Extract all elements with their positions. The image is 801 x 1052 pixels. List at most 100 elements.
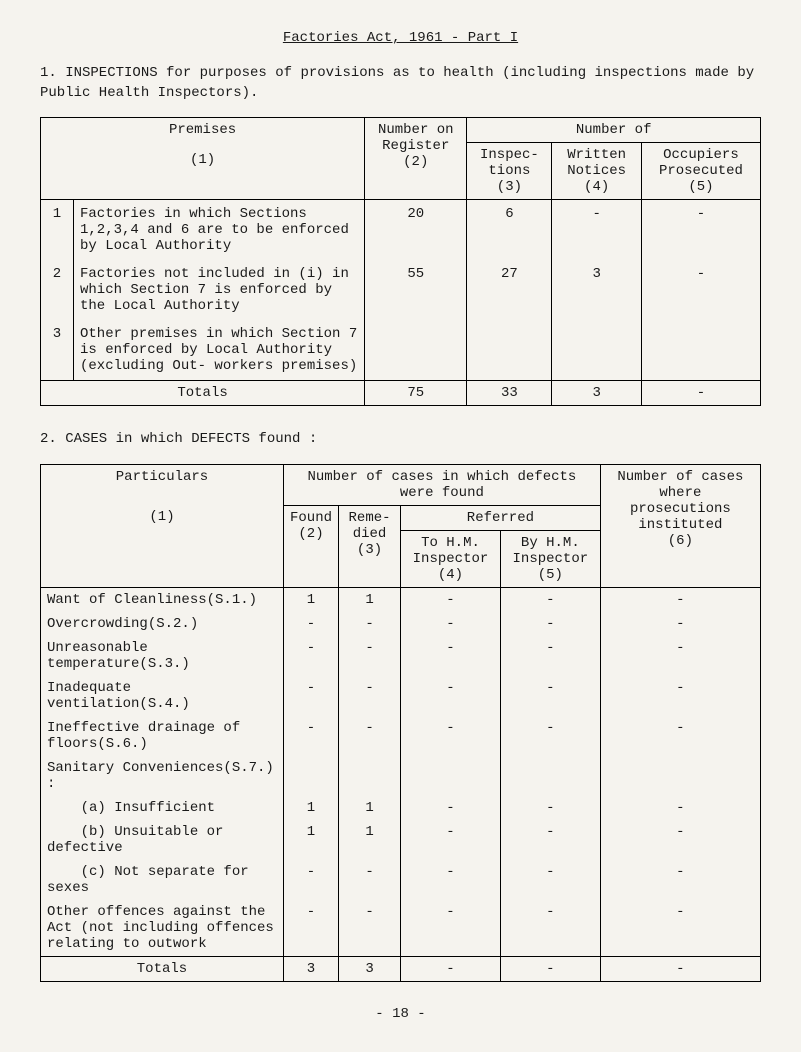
table-cell: - [600, 716, 760, 756]
table-cell: 1 [339, 587, 401, 612]
table-cell: - [401, 820, 501, 860]
totals2-c2: 3 [284, 956, 339, 981]
col-premises: Premises [47, 122, 358, 138]
table-row-label: Other premises in which Section 7 is enf… [74, 320, 365, 381]
col-to-hm: To H.M. Inspector [407, 535, 494, 567]
table-cell [284, 756, 339, 796]
table-cell: 1 [284, 796, 339, 820]
col-particulars: Particulars [47, 469, 277, 485]
col-referred: Referred [401, 505, 601, 530]
col-remedied-sub: (3) [345, 542, 394, 558]
table-row-label: Factories not included in (i) in which S… [74, 260, 365, 320]
inspections-table: Premises (1) Number on Register (2) Numb… [40, 117, 761, 406]
table-row-num: 1 [41, 200, 74, 261]
table-cell: - [339, 636, 401, 676]
table-cell: - [600, 612, 760, 636]
col-written-sub: (4) [558, 179, 634, 195]
table-cell: - [641, 200, 760, 261]
table-cell [600, 756, 760, 796]
totals2-c5: - [500, 956, 600, 981]
col-prosecutions-sub: (6) [607, 533, 754, 549]
table-cell: - [552, 200, 641, 261]
table-cell: - [284, 636, 339, 676]
col-prosecutions: Number of cases where prosecutions insti… [607, 469, 754, 533]
totals2-c6: - [600, 956, 760, 981]
col-number-of: Number of [467, 118, 761, 143]
table-cell: - [339, 716, 401, 756]
table-cell: - [500, 820, 600, 860]
totals2-c4: - [401, 956, 501, 981]
table-cell: - [284, 716, 339, 756]
table-cell: - [284, 900, 339, 957]
table-cell: - [284, 612, 339, 636]
table-cell: - [284, 676, 339, 716]
col-written: Written Notices [558, 147, 634, 179]
totals-c5: - [641, 381, 760, 406]
table-cell: 20 [365, 200, 467, 261]
table-row-label: Sanitary Conveniences(S.7.) : [41, 756, 284, 796]
table-cell: 1 [339, 820, 401, 860]
table-cell: - [500, 676, 600, 716]
table-cell: - [401, 612, 501, 636]
table-cell [467, 320, 552, 381]
section2-heading: 2. CASES in which DEFECTS found : [40, 430, 761, 450]
col-number-register-sub: (2) [371, 154, 460, 170]
table-cell: - [339, 676, 401, 716]
totals-c2: 75 [365, 381, 467, 406]
table-row-label: (c) Not separate for sexes [41, 860, 284, 900]
table-cell: - [600, 820, 760, 860]
page-number: - 18 - [40, 1006, 761, 1022]
col-inspections: Inspec- tions [473, 147, 545, 179]
table-cell: - [500, 716, 600, 756]
col-particulars-sub: (1) [47, 509, 277, 525]
table-cell: - [339, 612, 401, 636]
col-by-hm: By H.M. Inspector [507, 535, 594, 567]
table-row-num: 3 [41, 320, 74, 381]
table-row-label: (b) Unsuitable or defective [41, 820, 284, 860]
totals-c4: 3 [552, 381, 641, 406]
table-row-label: Ineffective drainage of floors(S.6.) [41, 716, 284, 756]
col-by-hm-sub: (5) [507, 567, 594, 583]
col-occupiers-sub: (5) [648, 179, 754, 195]
section1-heading: 1. INSPECTIONS for purposes of provision… [40, 64, 761, 103]
table-cell: - [500, 900, 600, 957]
table-cell: - [401, 900, 501, 957]
totals-c3: 33 [467, 381, 552, 406]
table-cell: 6 [467, 200, 552, 261]
col-inspections-sub: (3) [473, 179, 545, 195]
table-row-label: Factories in which Sections 1,2,3,4 and … [74, 200, 365, 261]
defects-table: Particulars (1) Number of cases in which… [40, 464, 761, 982]
table-cell: - [500, 587, 600, 612]
table-row-label: Want of Cleanliness(S.1.) [41, 587, 284, 612]
table-cell: - [500, 612, 600, 636]
table-cell: - [600, 676, 760, 716]
table-cell: 1 [284, 820, 339, 860]
col-premises-sub: (1) [47, 152, 358, 168]
table-cell: - [600, 900, 760, 957]
table-cell: - [401, 860, 501, 900]
table-cell: - [641, 260, 760, 320]
col-occupiers: Occupiers Prosecuted [648, 147, 754, 179]
table-cell [641, 320, 760, 381]
table-cell: - [401, 676, 501, 716]
table-cell [401, 756, 501, 796]
col-found-sub: (2) [290, 526, 332, 542]
col-to-hm-sub: (4) [407, 567, 494, 583]
table-cell: 1 [284, 587, 339, 612]
table-row-num: 2 [41, 260, 74, 320]
table-cell: - [500, 636, 600, 676]
table-cell [552, 320, 641, 381]
table-row-label: Inadequate ventilation(S.4.) [41, 676, 284, 716]
table-cell: - [600, 796, 760, 820]
col-remedied: Reme- died [345, 510, 394, 542]
col-number-register: Number on Register [371, 122, 460, 154]
table-cell: 27 [467, 260, 552, 320]
table-cell: - [401, 796, 501, 820]
table-cell: 55 [365, 260, 467, 320]
table-cell [339, 756, 401, 796]
table-cell [500, 756, 600, 796]
table-row-label: Unreasonable temperature(S.3.) [41, 636, 284, 676]
table-cell: - [339, 900, 401, 957]
table-row-label: Overcrowding(S.2.) [41, 612, 284, 636]
table-cell: - [401, 587, 501, 612]
